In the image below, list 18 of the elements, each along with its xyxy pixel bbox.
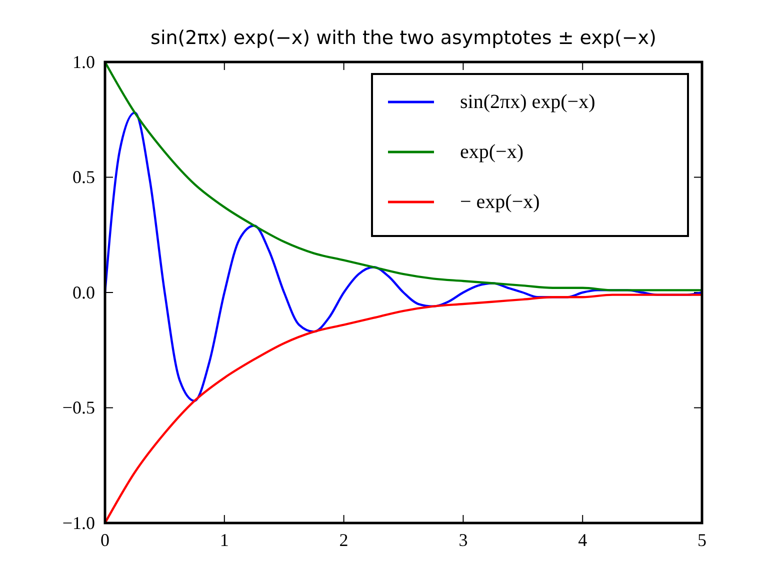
legend-label: exp(−x) [460, 141, 524, 163]
line-series [104, 60, 704, 292]
x-tick-label: 3 [458, 530, 468, 550]
y-tick-label: 0.5 [72, 167, 95, 188]
x-tick-label: 1 [220, 530, 229, 550]
y-tick-label: −0.5 [62, 398, 95, 418]
line-series [104, 112, 704, 402]
x-tick-label: 4 [578, 530, 588, 550]
x-tick-label: 2 [339, 530, 348, 550]
x-tick-label: 5 [698, 530, 706, 550]
line-series [104, 294, 704, 524]
y-tick-label: 0.0 [72, 282, 95, 302]
chart-title: sin(2πx) exp(−x) with the two asymptotes ± exp(−x) [150, 27, 656, 49]
y-tick-label: 1.0 [72, 52, 95, 72]
y-tick-label: −1.0 [62, 512, 95, 533]
x-tick-label: 0 [100, 530, 110, 550]
legend-label: sin(2πx) exp(−x) [460, 91, 596, 113]
legend-label: − exp(−x) [460, 191, 540, 213]
